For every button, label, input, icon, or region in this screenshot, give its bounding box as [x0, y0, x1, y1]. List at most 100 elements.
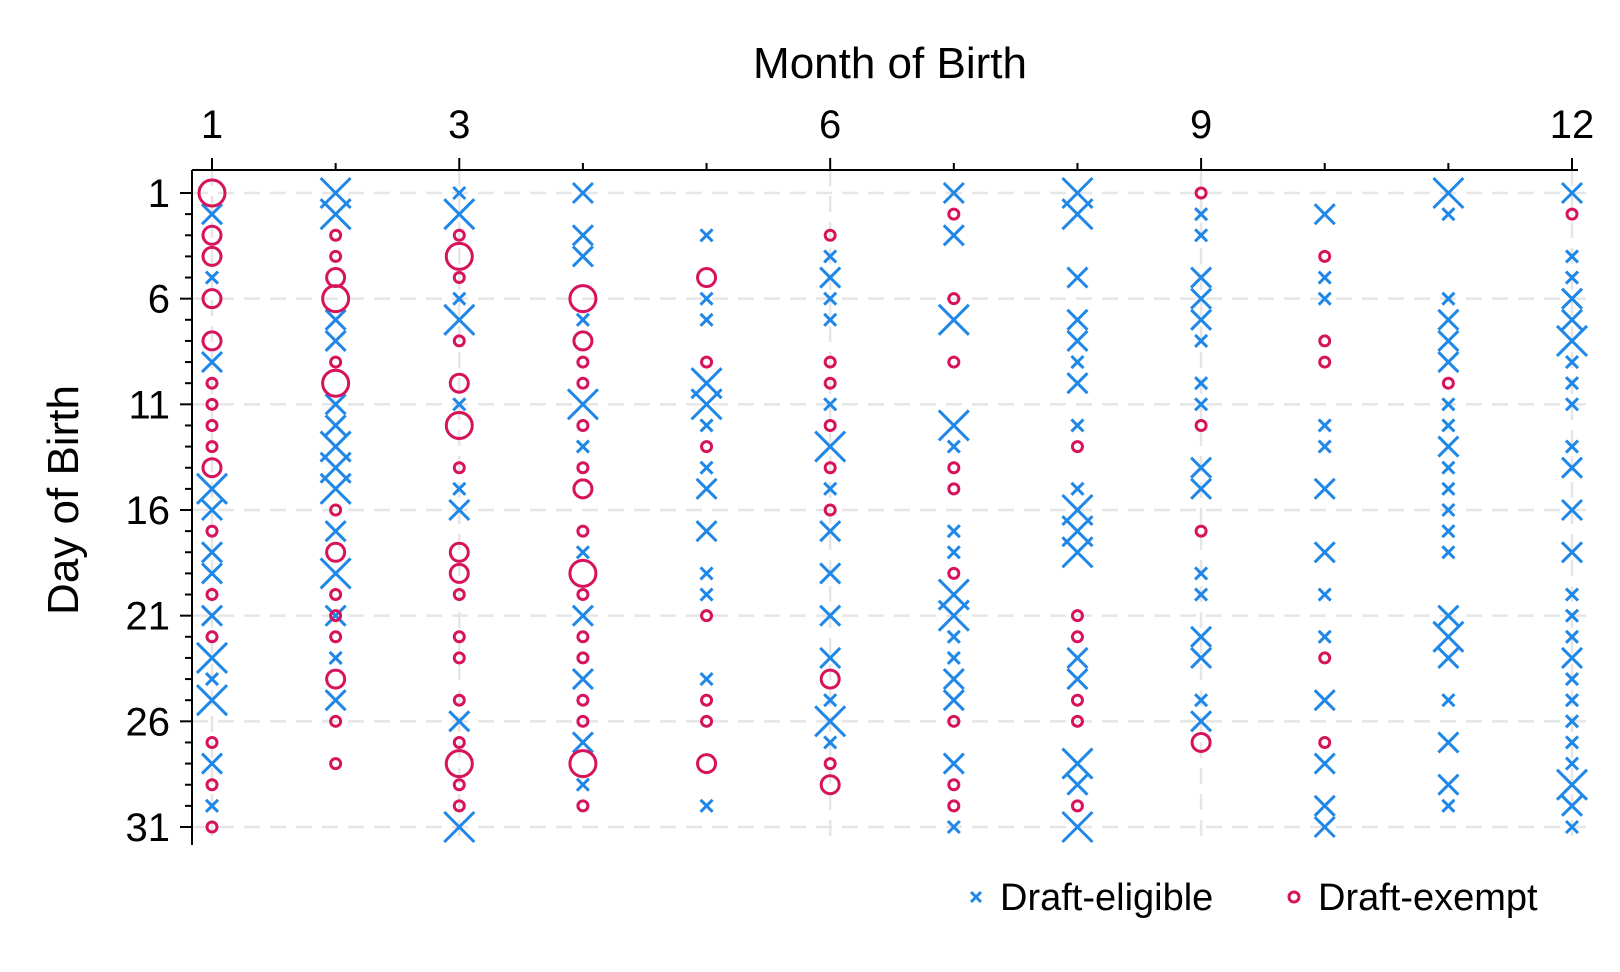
exempt-point	[448, 541, 470, 563]
marker-stroke	[1564, 629, 1580, 644]
exempt-point	[696, 267, 718, 289]
eligible-point	[324, 308, 347, 331]
eligible-point	[1437, 351, 1460, 374]
marker-stroke	[695, 520, 718, 543]
marker-stroke	[571, 224, 594, 247]
exempt-point	[329, 588, 343, 602]
eligible-point	[1317, 270, 1332, 285]
marker-stroke	[443, 303, 476, 336]
exempt-point	[452, 778, 466, 792]
eligible-point	[1317, 418, 1332, 433]
marker-stroke	[699, 587, 714, 602]
exempt-point	[823, 503, 837, 517]
marker-stroke	[937, 409, 970, 442]
eligible-point	[1190, 456, 1213, 479]
eligible-point	[452, 185, 467, 201]
exempt-point	[576, 588, 590, 602]
marker-stroke	[946, 545, 961, 560]
exempt-point	[568, 749, 598, 779]
eligible-point	[200, 562, 224, 585]
eligible-point	[937, 303, 970, 336]
exempt-point	[205, 630, 219, 644]
eligible-point	[1564, 249, 1580, 264]
exempt-point	[1070, 799, 1084, 813]
marker-stroke	[324, 689, 347, 712]
eligible-point	[1061, 747, 1094, 780]
y-tick-label: 26	[126, 700, 171, 744]
eligible-point	[452, 481, 467, 496]
eligible-point	[328, 650, 343, 665]
exempt-point	[444, 410, 474, 440]
marker-stroke	[1066, 329, 1089, 352]
marker-stroke	[1190, 287, 1213, 310]
eligible-point	[1560, 287, 1584, 310]
x-axis-title: Month of Birth	[753, 39, 1027, 88]
exempt-point	[823, 418, 837, 432]
marker-stroke	[200, 604, 224, 627]
marker-stroke	[575, 545, 590, 560]
marker-stroke	[1564, 439, 1580, 454]
exempt-point	[1070, 714, 1084, 728]
eligible-point	[324, 329, 347, 352]
marker-stroke	[448, 498, 471, 522]
marker-stroke	[1194, 207, 1209, 222]
marker-stroke	[1061, 747, 1094, 780]
marker-stroke	[814, 705, 847, 738]
eligible-point	[1313, 541, 1336, 564]
eligible-point	[200, 604, 224, 627]
eligible-point	[819, 562, 842, 585]
marker-stroke	[1066, 266, 1089, 289]
eligible-point	[1437, 604, 1460, 627]
eligible-point	[946, 819, 961, 835]
eligible-point	[571, 245, 594, 268]
exempt-point	[947, 461, 961, 475]
eligible-point	[324, 604, 347, 627]
marker-stroke	[1317, 439, 1332, 454]
x-tick-label: 1	[201, 103, 223, 147]
marker-stroke	[1437, 329, 1460, 352]
marker-stroke	[443, 810, 476, 844]
eligible-point	[571, 224, 594, 247]
eligible-point	[319, 472, 352, 505]
exempt-point	[329, 757, 343, 771]
marker-stroke	[1313, 541, 1336, 564]
eligible-point	[1441, 524, 1456, 539]
marker-stroke	[1194, 228, 1209, 243]
marker-stroke	[1564, 714, 1580, 729]
exempt-point	[700, 355, 714, 369]
eligible-point	[200, 541, 224, 564]
eligible-point	[819, 266, 842, 289]
x-tick-label: 9	[1190, 103, 1212, 147]
eligible-point	[1190, 646, 1213, 669]
marker-stroke	[1317, 270, 1332, 285]
eligible-point	[1564, 735, 1580, 750]
exempt-point	[700, 440, 714, 454]
marker-stroke	[699, 418, 714, 433]
marker-stroke	[1194, 693, 1209, 708]
eligible-point	[1070, 355, 1085, 370]
exempt-point	[452, 799, 466, 813]
exempt-point	[205, 440, 219, 454]
exempt-point	[576, 630, 590, 644]
marker-stroke	[1070, 418, 1085, 433]
marker-stroke	[1441, 291, 1456, 306]
exempt-point	[325, 541, 347, 563]
eligible-point	[1066, 329, 1089, 352]
marker-stroke	[1564, 672, 1580, 687]
marker-stroke	[1190, 308, 1213, 331]
eligible-point	[1441, 418, 1456, 433]
eligible-point	[443, 810, 476, 844]
eligible-point	[1555, 324, 1589, 357]
exempt-point	[1070, 630, 1084, 644]
marker-stroke	[1560, 287, 1584, 310]
exempt-point	[452, 588, 466, 602]
exempt-point	[448, 372, 470, 394]
eligible-point	[699, 291, 714, 306]
exempt-point	[329, 630, 343, 644]
exempt-point	[205, 588, 219, 602]
legend: Draft-eligible Draft-exempt	[969, 877, 1538, 919]
eligible-point	[1560, 541, 1584, 564]
marker-stroke	[1437, 308, 1460, 331]
marker-stroke	[328, 650, 343, 665]
